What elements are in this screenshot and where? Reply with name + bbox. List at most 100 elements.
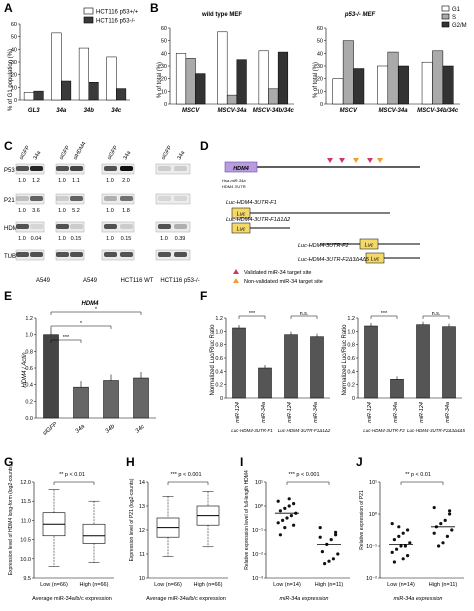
panel-i-point xyxy=(287,497,291,501)
panel-b2-category-label: MSCV-34b/34c xyxy=(417,108,459,114)
panel-j-point xyxy=(401,557,405,561)
panel-h-sig-bracket xyxy=(167,481,209,485)
panel-b2-bar xyxy=(387,51,399,105)
blot-band xyxy=(104,224,117,229)
panel-j-point xyxy=(443,518,447,523)
blot-quant: 1.0 xyxy=(18,178,26,184)
panel-i-point xyxy=(329,538,333,542)
panel-a-bar xyxy=(116,88,127,101)
blot-band xyxy=(16,224,29,229)
blot-quant: 0.39 xyxy=(175,236,186,242)
nonvalidated-site-icon xyxy=(233,278,239,283)
panel-b1-ytick-label: 10 xyxy=(161,89,167,95)
panel-f2-ytick-label: 0.6 xyxy=(347,356,355,362)
legend-nonvalidated: Non-validated miR-34 target site xyxy=(244,279,323,285)
panel-f-group-label: Luc-HDM4-3UTR-F2Δ3Δ4Δ5 xyxy=(407,428,466,433)
legend-swatch-g1 xyxy=(441,5,450,12)
panel-i-letter: I xyxy=(240,455,243,469)
legend-label-g2m: G2/M xyxy=(452,23,467,29)
hdm4-gene-box xyxy=(224,161,258,173)
blot-quant: 1.0 xyxy=(58,208,66,214)
blot-band xyxy=(56,166,69,171)
panel-e-sig-bracket xyxy=(50,325,112,329)
panel-e-sig-label: * xyxy=(95,307,98,313)
blot-group-1: A549 xyxy=(36,278,51,284)
panel-e-ytick-label: 1.0 xyxy=(25,333,33,339)
target-site-icon xyxy=(353,158,359,163)
blot-lane-label: siGFP xyxy=(59,144,72,161)
blot-band xyxy=(174,224,187,229)
blot-band xyxy=(104,252,117,257)
panel-h-category-label: Low (n=66) xyxy=(154,582,182,588)
panel-a-ylabel: % of G1 population (%) xyxy=(8,49,14,111)
panel-f-group-label: Luc-HDM4-3UTR-F1 xyxy=(231,428,273,433)
panel-i-point xyxy=(292,502,296,506)
blot-band xyxy=(120,166,133,171)
blot-quant: 1.0 xyxy=(106,236,114,242)
blot-quant: 1.0 xyxy=(18,208,26,214)
panel-b1-category-label: MSCV-34b/34c xyxy=(253,108,295,114)
panel-i-point xyxy=(334,533,338,537)
blot-lane-label: siGFP xyxy=(19,144,32,161)
panel-j-ytick-label: 10⁰ xyxy=(369,511,378,518)
panel-e-ytick-label: 0.8 xyxy=(25,349,33,355)
panel-j-xlabel: miR-34a expression xyxy=(394,596,443,602)
panel-a-ytick-label: 10 xyxy=(11,85,17,91)
panel-i-point xyxy=(320,550,324,554)
panel-j-ytick-label: 10⁻² xyxy=(366,576,377,582)
panel-j-point xyxy=(432,531,436,535)
panel-f1-ytick-label: 0.6 xyxy=(215,356,223,362)
panel-f-category-label: miR-34a xyxy=(445,402,451,423)
panel-e-ytick-label: 0.6 xyxy=(25,366,33,372)
panel-i-pval: *** p < 0.001 xyxy=(288,472,319,478)
panel-e-sig-label: * xyxy=(80,321,83,327)
panel-b1-title: wild type MEF xyxy=(201,12,242,18)
legend-label-p53ko: HCT116 p53-/- xyxy=(96,19,135,25)
panel-b1-ytick-label: 40 xyxy=(161,51,167,57)
panel-i-point xyxy=(278,533,282,537)
panel-f1-ylabel: Normalized Luc/Rluc Ratio xyxy=(210,324,216,396)
panel-g-ytick-label: 9.5 xyxy=(23,576,31,582)
panel-i-ytick-label: 10⁻¹ xyxy=(252,528,263,534)
panel-g-category-label: Low (n=66) xyxy=(40,582,68,588)
panel-g-ytick-label: 10.0 xyxy=(20,557,31,563)
blot-strip xyxy=(155,221,191,233)
panel-f-letter: F xyxy=(200,289,207,303)
panel-a-bar xyxy=(23,92,34,101)
panel-e-ytick-label: 0.0 xyxy=(25,416,33,422)
panel-f-bar xyxy=(232,327,246,399)
blot-band xyxy=(70,224,83,229)
panel-i-category-label: High (n=11) xyxy=(315,582,344,588)
panel-j-point xyxy=(450,528,454,532)
panel-f-bar xyxy=(284,334,298,399)
panel-f-sig-bracket xyxy=(238,315,266,319)
legend-swatch-g2m xyxy=(441,21,450,28)
panel-a-ytick-label: 60 xyxy=(11,22,17,28)
blot-strip xyxy=(101,221,135,233)
panel-j-point xyxy=(403,544,407,548)
blot-quant: 1.0 xyxy=(58,236,66,242)
panel-f-bar xyxy=(390,379,404,399)
panel-f2-ytick-label: 1.2 xyxy=(347,316,355,322)
blot-band xyxy=(70,166,83,171)
panel-i-ytick-label: 10¹ xyxy=(255,480,263,486)
blot-strip xyxy=(155,163,191,175)
blot-band xyxy=(120,224,133,229)
panel-e-ytick-label: 0.2 xyxy=(25,399,33,405)
panel-a-category-label: GL3 xyxy=(28,108,40,114)
panel-h-ytick-label: 10 xyxy=(139,576,145,582)
panel-j-letter: J xyxy=(356,455,363,469)
panel-i-sig-bracket xyxy=(286,481,330,485)
panel-b1-ytick-label: 0 xyxy=(164,102,167,108)
panel-g-ylabel: Expression level of HDM4 long-form (log2… xyxy=(8,464,14,575)
panel-a-category-label: 34c xyxy=(111,108,122,114)
panel-a-bar xyxy=(78,47,89,101)
panel-i-ylabel: Relative expression level of full-length… xyxy=(244,470,250,570)
panel-i-ytick-label: 10⁻² xyxy=(252,552,263,558)
panel-g-pval: ** p < 0.01 xyxy=(59,472,85,478)
hdm4-utr-schematic: HDM4 Hsa-miR-34a HDM4 3'UTR Luc Luc Luc … xyxy=(222,161,420,285)
western-blot: siGFP 34a siGFP siHDM4 siGFP 34a siGFP 34aP53P2… xyxy=(4,141,191,261)
blot-band xyxy=(174,166,187,171)
panel-b2-ytick-label: 10 xyxy=(317,89,323,95)
